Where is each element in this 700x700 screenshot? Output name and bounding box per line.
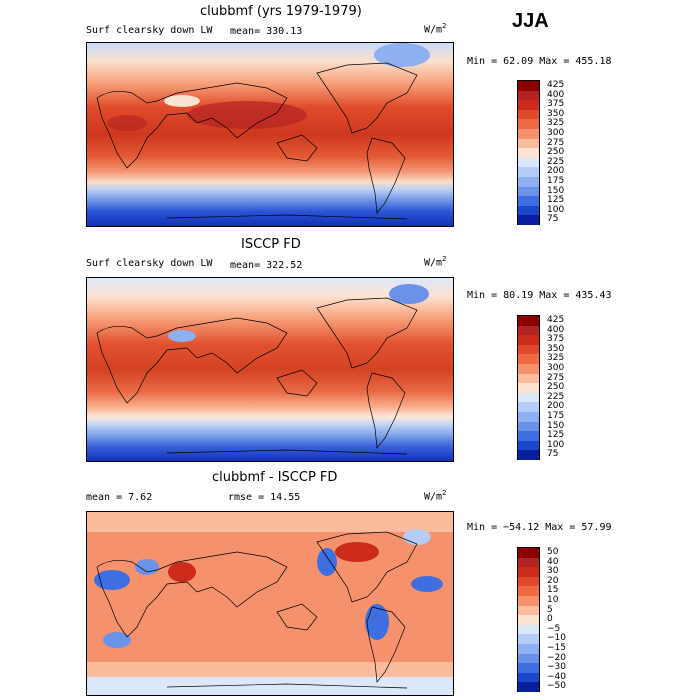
panel2-title: ISCCP FD <box>241 237 301 252</box>
panel2-colorbar-label: 125 <box>547 430 565 441</box>
panel1-map <box>86 42 454 227</box>
panel2-colorbar-label: 300 <box>547 363 565 373</box>
panel3-colorbar-label: −40 <box>547 671 566 682</box>
panel3-colorbar-label: −20 <box>547 652 566 663</box>
panel2-colorbar-label: 350 <box>547 343 565 354</box>
panel1-colorbar-label: 175 <box>547 176 565 186</box>
panel2-map <box>86 277 454 462</box>
panel2-mean: mean= 322.52 <box>230 260 303 271</box>
panel2-colorbar-label: 150 <box>547 420 565 431</box>
panel2-colorbar-label: 375 <box>547 334 565 345</box>
panel3-colorbar <box>517 547 540 692</box>
panel1-colorbar-label: 200 <box>547 166 565 177</box>
panel1-colorbar-label: 100 <box>547 204 565 215</box>
panel1-colorbar-label: 400 <box>547 89 565 100</box>
panel3-minmax: Min = −54.12 Max = 57.99 <box>467 522 612 533</box>
panel1-colorbar-label: 425 <box>547 80 565 90</box>
panel1-units: W/m2 <box>424 22 447 36</box>
panel3-colorbar-label: −15 <box>547 643 566 653</box>
panel2-units: W/m2 <box>424 255 447 269</box>
panel1-colorbar-label: 125 <box>547 195 565 206</box>
panel3-units: W/m2 <box>424 489 447 503</box>
panel1-colorbar-label: 325 <box>547 118 565 129</box>
panel1-colorbar <box>517 80 540 225</box>
panel3-mean: mean = 7.62 <box>86 492 153 503</box>
panel3-colorbar-label: 20 <box>547 575 559 586</box>
panel2-colorbar-label: 425 <box>547 315 565 325</box>
panel3-colorbar-label: −10 <box>547 633 566 644</box>
panel1-colorbar-label: 250 <box>547 147 565 158</box>
panel2-colorbar-label: 75 <box>547 449 559 460</box>
panel3-rmse: rmse = 14.55 <box>228 492 301 503</box>
panel3-map <box>86 511 454 696</box>
panel3-colorbar-label: 15 <box>547 585 559 596</box>
panel1-mean: mean= 330.13 <box>230 26 303 37</box>
panel3-colorbar-label: 0 <box>547 614 553 625</box>
panel2-colorbar-label: 400 <box>547 324 565 335</box>
panel3-colorbar-label: 40 <box>547 556 559 567</box>
panel3-colorbar-label: 30 <box>547 566 559 577</box>
panel2-colorbar-label: 275 <box>547 372 565 383</box>
panel3-colorbar-label: −30 <box>547 662 566 673</box>
panel3-colorbar-label: 10 <box>547 595 559 605</box>
panel1-colorbar-label: 150 <box>547 185 565 196</box>
panel3-colorbar-label: 50 <box>547 547 559 557</box>
panel1-title: clubbmf (yrs 1979-1979) <box>200 4 362 19</box>
panel3-colorbar-label: −50 <box>547 681 566 692</box>
panel2-field-label: Surf clearsky down LW <box>86 258 213 269</box>
panel1-colorbar-label: 225 <box>547 156 565 167</box>
panel2-colorbar-label: 200 <box>547 401 565 412</box>
panel2-colorbar <box>517 315 540 460</box>
panel1-colorbar-label: 75 <box>547 214 559 225</box>
panel2-colorbar-label: 175 <box>547 411 565 421</box>
panel3-colorbar-label: 5 <box>547 604 553 615</box>
panel2-colorbar-label: 250 <box>547 382 565 393</box>
panel1-minmax: Min = 62.09 Max = 455.18 <box>467 56 612 67</box>
panel1-colorbar-label: 300 <box>547 128 565 138</box>
season-label: JJA <box>512 10 549 32</box>
panel1-field-label: Surf clearsky down LW <box>86 25 213 36</box>
panel3-colorbar-label: −5 <box>547 623 561 634</box>
panel2-colorbar-label: 100 <box>547 439 565 450</box>
panel3-title: clubbmf - ISCCP FD <box>212 470 338 485</box>
panel2-minmax: Min = 80.19 Max = 435.43 <box>467 290 612 301</box>
panel2-colorbar-label: 225 <box>547 391 565 402</box>
panel2-colorbar-label: 325 <box>547 353 565 364</box>
panel1-colorbar-label: 350 <box>547 108 565 119</box>
panel1-colorbar-label: 275 <box>547 137 565 148</box>
panel1-colorbar-label: 375 <box>547 99 565 110</box>
